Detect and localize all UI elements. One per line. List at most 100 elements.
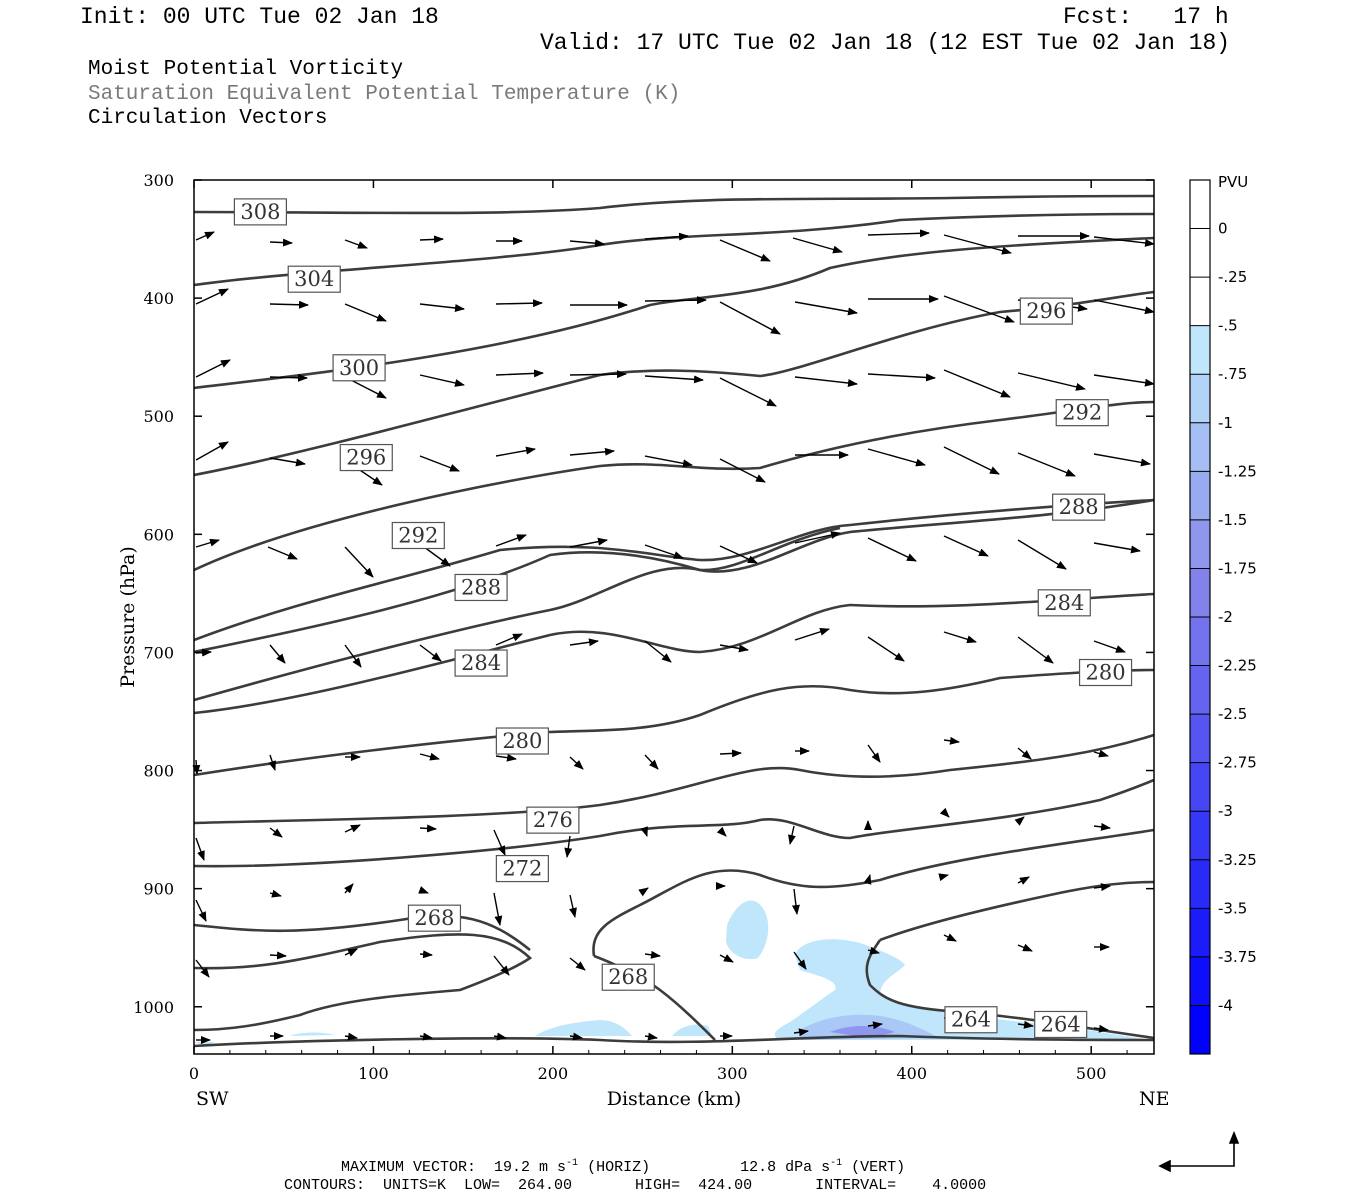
vector <box>1093 299 1155 315</box>
theta-contours <box>193 194 1155 1048</box>
contour-label: 296 <box>346 446 386 470</box>
vector <box>269 238 293 247</box>
field-title-thetae: Saturation Equivalent Potential Temperat… <box>88 83 681 106</box>
colorbar-bin <box>1190 228 1210 278</box>
forecast-hour: Fcst: 17 h <box>1063 4 1229 30</box>
x-tick-label: 300 <box>717 1064 748 1083</box>
vector <box>344 883 354 894</box>
x-tick-label: 0 <box>189 1064 199 1083</box>
plot-frame <box>193 179 1155 1055</box>
contour-label: 288 <box>461 575 501 599</box>
vector <box>419 752 440 761</box>
colorbar: 0 -.25 -.5 -.75 -1 -1.25 -1.5 -1.75 -2 -2.25 -2.5 -… <box>1189 179 1257 1055</box>
contour-label-box <box>495 727 549 755</box>
contour-label: 264 <box>1041 1012 1081 1036</box>
colorbar-label: -2.75 <box>1218 754 1257 772</box>
vector <box>794 627 830 641</box>
contour-288 <box>193 498 1155 642</box>
vector <box>719 545 758 564</box>
vector <box>195 288 229 305</box>
vector <box>495 369 544 378</box>
vector <box>195 959 210 978</box>
vector <box>719 644 749 653</box>
vector <box>419 455 460 472</box>
contour-label-box <box>454 573 508 602</box>
colorbar-label: -3 <box>1218 802 1233 820</box>
contour-296 <box>193 290 1155 477</box>
contour-label-box <box>407 904 462 932</box>
contour-label: 284 <box>461 651 501 675</box>
contour-264b <box>593 954 716 1041</box>
vector <box>267 546 298 560</box>
colorbar-bin <box>1190 422 1210 472</box>
vector <box>493 892 503 926</box>
contour-label-box <box>495 854 549 883</box>
colorbar-bin <box>1190 811 1210 860</box>
vector <box>195 837 205 861</box>
vector <box>1017 1020 1034 1029</box>
colorbar-label: -2.5 <box>1218 705 1247 723</box>
colorbar-bin <box>1190 374 1210 423</box>
contour-label-box <box>1037 589 1091 617</box>
vector <box>344 1032 358 1041</box>
vector <box>867 744 881 763</box>
vector <box>569 1032 583 1041</box>
contour-label: 284 <box>1044 591 1084 615</box>
vector <box>564 835 573 858</box>
pv-blob-5 <box>290 1032 335 1036</box>
contour-label-box <box>233 198 287 226</box>
contour-label: 308 <box>240 200 280 224</box>
vector <box>1093 749 1109 758</box>
vector <box>419 1032 433 1041</box>
vector <box>794 531 841 544</box>
vector <box>344 303 387 322</box>
vector <box>716 826 727 837</box>
vector <box>1014 816 1025 826</box>
vector <box>195 899 207 922</box>
colorbar-label: -2.25 <box>1218 657 1257 675</box>
contour-280 <box>193 592 1155 715</box>
colorbar-label: -.25 <box>1218 268 1247 286</box>
y-axis: 300 400 500 600 700 800 900 1000 <box>133 171 1154 1017</box>
contour-label-box <box>391 521 445 550</box>
contour-284b <box>193 526 841 654</box>
vector <box>719 377 777 407</box>
vector <box>792 237 843 254</box>
vector <box>195 441 229 461</box>
vector <box>867 946 880 955</box>
contour-label: 288 <box>1059 495 1099 519</box>
vector <box>495 633 523 646</box>
vector <box>719 239 771 262</box>
contour-284 <box>193 498 1155 702</box>
contour-label: 268 <box>608 965 648 989</box>
vector <box>793 1028 809 1037</box>
valid-time: Valid: 17 UTC Tue 02 Jan 18 (12 EST Tue … <box>540 30 1231 56</box>
vector <box>1093 640 1126 653</box>
contour-label: 276 <box>533 808 573 832</box>
contour-label: 292 <box>398 524 438 548</box>
vector <box>1017 943 1033 952</box>
contour-label-box <box>1034 1010 1088 1039</box>
vector <box>569 957 586 971</box>
vector <box>195 538 220 548</box>
vector <box>794 376 858 387</box>
vector <box>268 754 276 771</box>
contour-label: 292 <box>1062 401 1102 425</box>
vector <box>269 300 309 309</box>
vector <box>569 756 584 770</box>
vector <box>1017 636 1054 664</box>
contour-label: 296 <box>1026 299 1066 323</box>
colorbar-label: -1.25 <box>1218 462 1257 480</box>
contour-label-box <box>1052 493 1106 521</box>
x-axis-right-label: NE <box>1139 1088 1170 1110</box>
vector <box>867 1021 883 1030</box>
colorbar-label: -1.5 <box>1218 511 1247 529</box>
vector <box>1093 374 1155 387</box>
y-tick-label: 700 <box>143 643 174 662</box>
vector <box>269 457 306 467</box>
vector <box>569 537 608 548</box>
vector <box>938 873 949 882</box>
vector <box>644 544 684 559</box>
vector <box>791 888 800 915</box>
vector <box>943 446 1000 475</box>
